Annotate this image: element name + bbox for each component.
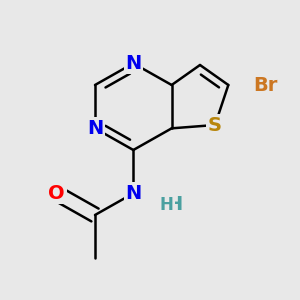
Text: S: S [208,116,222,134]
Text: H: H [167,196,183,214]
Text: N: N [87,119,103,138]
Text: N: N [125,184,142,203]
Text: O: O [48,184,65,203]
Text: Br: Br [253,76,277,94]
Text: N: N [125,54,142,73]
Text: H: H [160,196,174,214]
